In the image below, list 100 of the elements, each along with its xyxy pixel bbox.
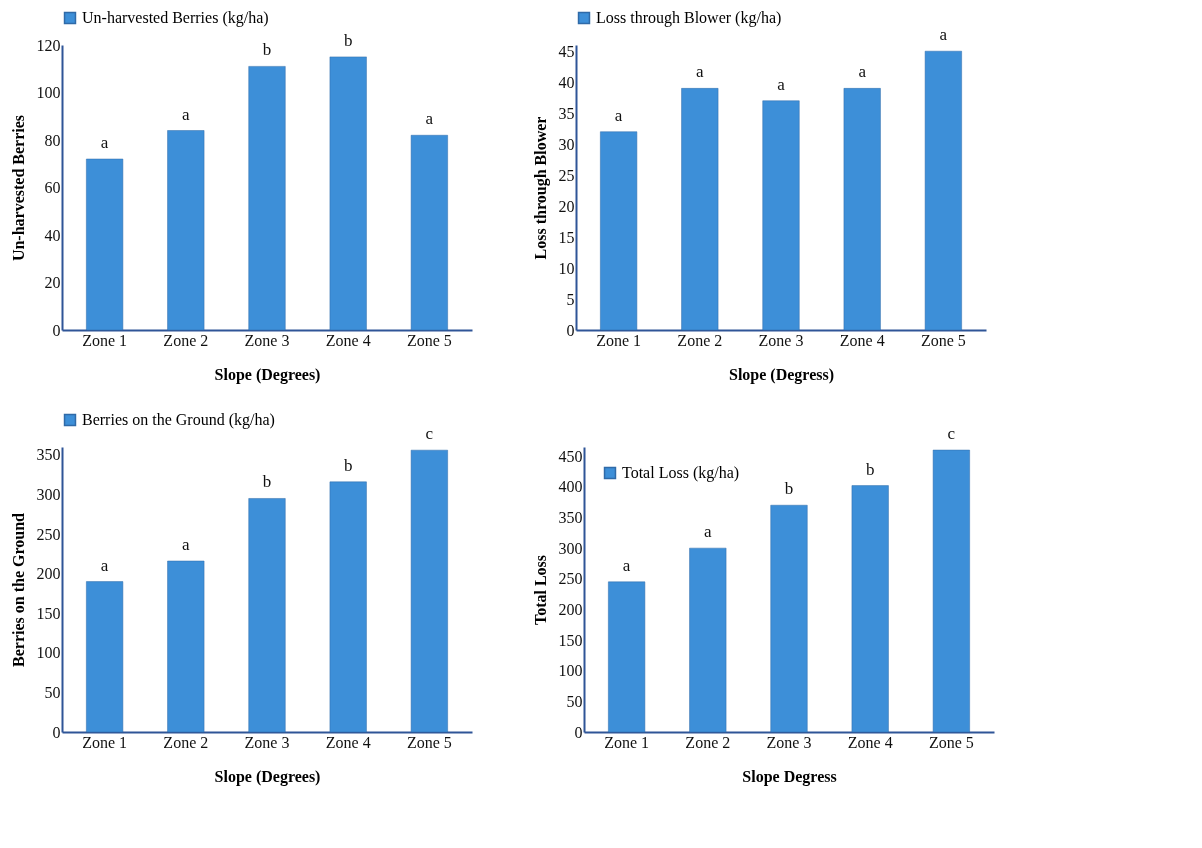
y-tick-label: 0	[574, 723, 583, 741]
x-tick-label: Zone 3	[244, 331, 290, 349]
y-tick-label: 400	[558, 478, 583, 496]
bar	[248, 498, 286, 733]
annotation: a	[858, 62, 867, 82]
y-tick-label: 150	[36, 604, 61, 622]
annotation: a	[777, 74, 786, 94]
y-tick-label: 0	[52, 321, 61, 339]
bar	[681, 88, 719, 331]
x-tick-label: Zone 5	[920, 331, 966, 349]
x-tick-label: Zone 5	[406, 331, 452, 349]
y-tick-label: 10	[558, 259, 575, 277]
x-tick-label: Zone 2	[163, 733, 209, 751]
y-tick-label: 200	[558, 600, 583, 618]
y-tick-label: 25	[558, 166, 575, 184]
x-tick-label: Zone 3	[766, 733, 812, 751]
y-tick-label: 250	[558, 570, 583, 588]
bar	[843, 88, 881, 331]
y-tick-label: 250	[36, 525, 61, 543]
y-tick-label: 0	[566, 321, 575, 339]
y-tick-label: 5	[566, 290, 575, 308]
y-tick-label: 200	[36, 565, 61, 583]
y-axis-title: Un-harvested Berries	[9, 114, 27, 262]
bar	[924, 50, 962, 331]
annotation: a	[182, 104, 191, 124]
y-tick-label: 40	[44, 226, 61, 244]
annotation: a	[622, 555, 631, 575]
bar	[248, 66, 286, 331]
bar	[410, 449, 448, 733]
y-tick-label: 450	[558, 447, 583, 465]
annotation: b	[343, 30, 353, 50]
x-tick-label: Zone 1	[604, 733, 650, 751]
x-tick-label: Zone 5	[406, 733, 452, 751]
x-axis-title: Slope Degress	[742, 767, 837, 786]
bar	[762, 100, 800, 331]
bar	[329, 481, 367, 733]
y-tick-label: 100	[36, 644, 61, 662]
annotation: a	[100, 555, 109, 575]
bar	[410, 135, 448, 331]
annotation: b	[865, 459, 875, 479]
x-tick-label: Zone 1	[82, 733, 128, 751]
y-axis-title: Berries on the Ground	[9, 512, 27, 667]
bar	[851, 485, 889, 733]
y-tick-label: 35	[558, 104, 575, 122]
annotation: a	[614, 105, 623, 125]
legend-label: Un-harvested Berries (kg/ha)	[82, 9, 269, 27]
y-tick-label: 20	[558, 197, 575, 215]
y-tick-label: 350	[36, 446, 61, 464]
x-tick-label: Zone 4	[325, 331, 371, 349]
x-tick-label: Zone 2	[163, 331, 209, 349]
x-axis-title: Slope (Degrees)	[214, 365, 321, 384]
annotation: c	[425, 424, 434, 444]
bar	[932, 449, 970, 733]
annotation: a	[100, 133, 109, 152]
x-tick-label: Zone 3	[244, 733, 290, 751]
annotation: a	[704, 522, 713, 542]
y-tick-label: 300	[36, 486, 61, 503]
y-tick-label: 350	[558, 508, 583, 526]
y-tick-label: 100	[558, 662, 583, 680]
y-tick-label: 20	[44, 274, 61, 291]
bar	[329, 56, 367, 331]
x-tick-label: Zone 5	[928, 733, 974, 751]
y-tick-label: 50	[44, 683, 61, 701]
bar	[689, 547, 727, 733]
annotation: a	[182, 535, 191, 554]
bar	[86, 158, 124, 331]
bar	[167, 560, 205, 733]
y-tick-label: 0	[52, 723, 61, 741]
annotation: b	[262, 40, 272, 60]
y-tick-label: 30	[558, 135, 575, 153]
y-tick-label: 120	[36, 36, 61, 54]
annotation: b	[784, 479, 794, 499]
x-tick-label: Zone 4	[325, 733, 371, 751]
y-tick-label: 100	[36, 84, 61, 101]
x-axis-title: Slope (Degress)	[728, 365, 835, 384]
annotation: a	[425, 109, 434, 129]
x-tick-label: Zone 4	[839, 331, 885, 349]
y-tick-label: 150	[558, 631, 583, 649]
y-tick-label: 45	[558, 42, 575, 60]
bar	[600, 131, 638, 331]
legend-label: Berries on the Ground (kg/ha)	[82, 411, 275, 429]
bar	[770, 504, 808, 733]
x-tick-label: Zone 2	[685, 733, 731, 751]
y-tick-label: 300	[558, 539, 583, 557]
x-tick-label: Zone 1	[596, 331, 642, 349]
y-tick-label: 50	[566, 692, 583, 710]
y-tick-label: 15	[558, 228, 575, 246]
bar	[86, 581, 124, 733]
legend-label: Loss through Blower (kg/ha)	[596, 9, 782, 27]
x-tick-label: Zone 1	[82, 331, 128, 349]
annotation: b	[262, 472, 272, 492]
y-axis-title: Total Loss	[531, 554, 549, 626]
bar	[167, 130, 205, 331]
y-tick-label: 80	[44, 131, 61, 149]
annotation: a	[696, 62, 705, 82]
annotation: b	[343, 455, 353, 475]
x-tick-label: Zone 2	[677, 331, 723, 349]
annotation: c	[947, 424, 956, 444]
y-axis-title: Loss through Blower	[531, 116, 550, 260]
bar	[608, 581, 646, 733]
